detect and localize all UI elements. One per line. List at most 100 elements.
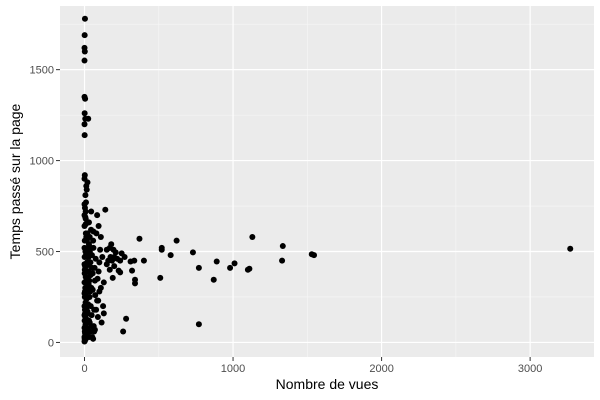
data-point	[100, 279, 107, 286]
data-point	[91, 277, 98, 284]
x-tick-label: 3000	[518, 363, 542, 375]
data-point	[88, 264, 95, 271]
y-tick-label: 1500	[30, 65, 54, 77]
major-gridlines	[60, 6, 594, 357]
data-point	[97, 233, 104, 240]
data-point	[82, 199, 89, 206]
data-point	[195, 321, 202, 328]
data-point	[158, 246, 165, 253]
y-tick-label: 1000	[30, 156, 54, 168]
data-point	[189, 249, 196, 256]
x-tick-label: 2000	[369, 363, 393, 375]
data-point	[118, 250, 125, 257]
data-point	[85, 281, 92, 288]
data-point	[81, 44, 88, 51]
data-point	[83, 186, 90, 193]
data-point	[279, 257, 286, 264]
data-point	[92, 292, 99, 299]
data-point	[81, 110, 88, 117]
data-point	[102, 206, 109, 213]
data-point	[81, 253, 88, 260]
data-point	[195, 264, 202, 271]
data-point	[82, 192, 89, 199]
data-point	[100, 303, 107, 310]
data-point	[132, 276, 139, 283]
data-point	[93, 306, 100, 313]
data-point	[120, 328, 127, 335]
data-point	[123, 315, 130, 322]
data-point	[97, 284, 104, 291]
data-point	[249, 233, 256, 240]
y-tick-label: 0	[48, 337, 54, 349]
data-point	[95, 268, 102, 275]
data-point	[109, 274, 116, 281]
x-tick-label: 1000	[221, 363, 245, 375]
data-point	[81, 266, 88, 273]
data-point	[96, 259, 103, 266]
data-point	[129, 267, 136, 274]
data-point	[115, 267, 122, 274]
data-point	[86, 333, 93, 340]
data-point	[173, 237, 180, 244]
data-point	[99, 253, 106, 260]
minor-gridlines	[60, 6, 594, 357]
data-point	[97, 246, 104, 253]
data-point	[103, 261, 110, 268]
data-point	[106, 266, 113, 273]
data-point	[87, 288, 94, 295]
data-point	[127, 258, 134, 265]
plot-panel	[60, 6, 594, 357]
data-point	[157, 274, 164, 281]
data-point	[231, 260, 238, 267]
data-point	[81, 212, 88, 219]
data-point	[167, 252, 174, 259]
data-point	[90, 228, 97, 235]
data-point	[81, 312, 88, 319]
data-point	[117, 257, 124, 264]
data-point	[227, 264, 234, 271]
data-point	[81, 57, 88, 64]
data-point	[111, 263, 118, 270]
data-point	[567, 245, 574, 252]
data-point	[81, 32, 88, 39]
data-point	[279, 243, 286, 250]
data-point	[87, 272, 94, 279]
data-point	[210, 276, 217, 283]
data-point	[94, 297, 101, 304]
x-tick-label: 0	[81, 363, 87, 375]
data-point	[81, 303, 88, 310]
data-point	[244, 266, 251, 273]
data-point	[308, 251, 315, 258]
data-point	[82, 323, 89, 330]
data-point	[82, 115, 89, 122]
data-point	[87, 244, 94, 251]
data-point	[136, 235, 143, 242]
data-point	[140, 257, 147, 264]
data-point	[98, 319, 105, 326]
data-point	[81, 290, 88, 297]
data-point	[81, 335, 88, 342]
data-point	[83, 295, 90, 302]
data-point	[111, 253, 118, 260]
data-points	[81, 15, 574, 345]
data-point	[81, 93, 88, 100]
data-point	[83, 233, 90, 240]
data-point	[94, 313, 101, 320]
data-point	[88, 323, 95, 330]
data-point	[81, 15, 88, 22]
data-point	[81, 121, 88, 128]
axis-tick-labels: 0 1000 2000 3000 0 500 1000 1500	[30, 65, 543, 375]
data-point	[94, 212, 101, 219]
data-point	[106, 244, 113, 251]
data-point	[88, 208, 95, 215]
data-point	[81, 132, 88, 139]
axis-ticks	[56, 69, 531, 361]
y-tick-label: 500	[36, 247, 54, 259]
data-point	[84, 179, 91, 186]
data-point	[100, 310, 107, 317]
data-point	[95, 223, 102, 230]
data-point	[213, 258, 220, 265]
data-point	[82, 221, 89, 228]
y-axis-title: Temps passé sur la page	[7, 103, 23, 259]
